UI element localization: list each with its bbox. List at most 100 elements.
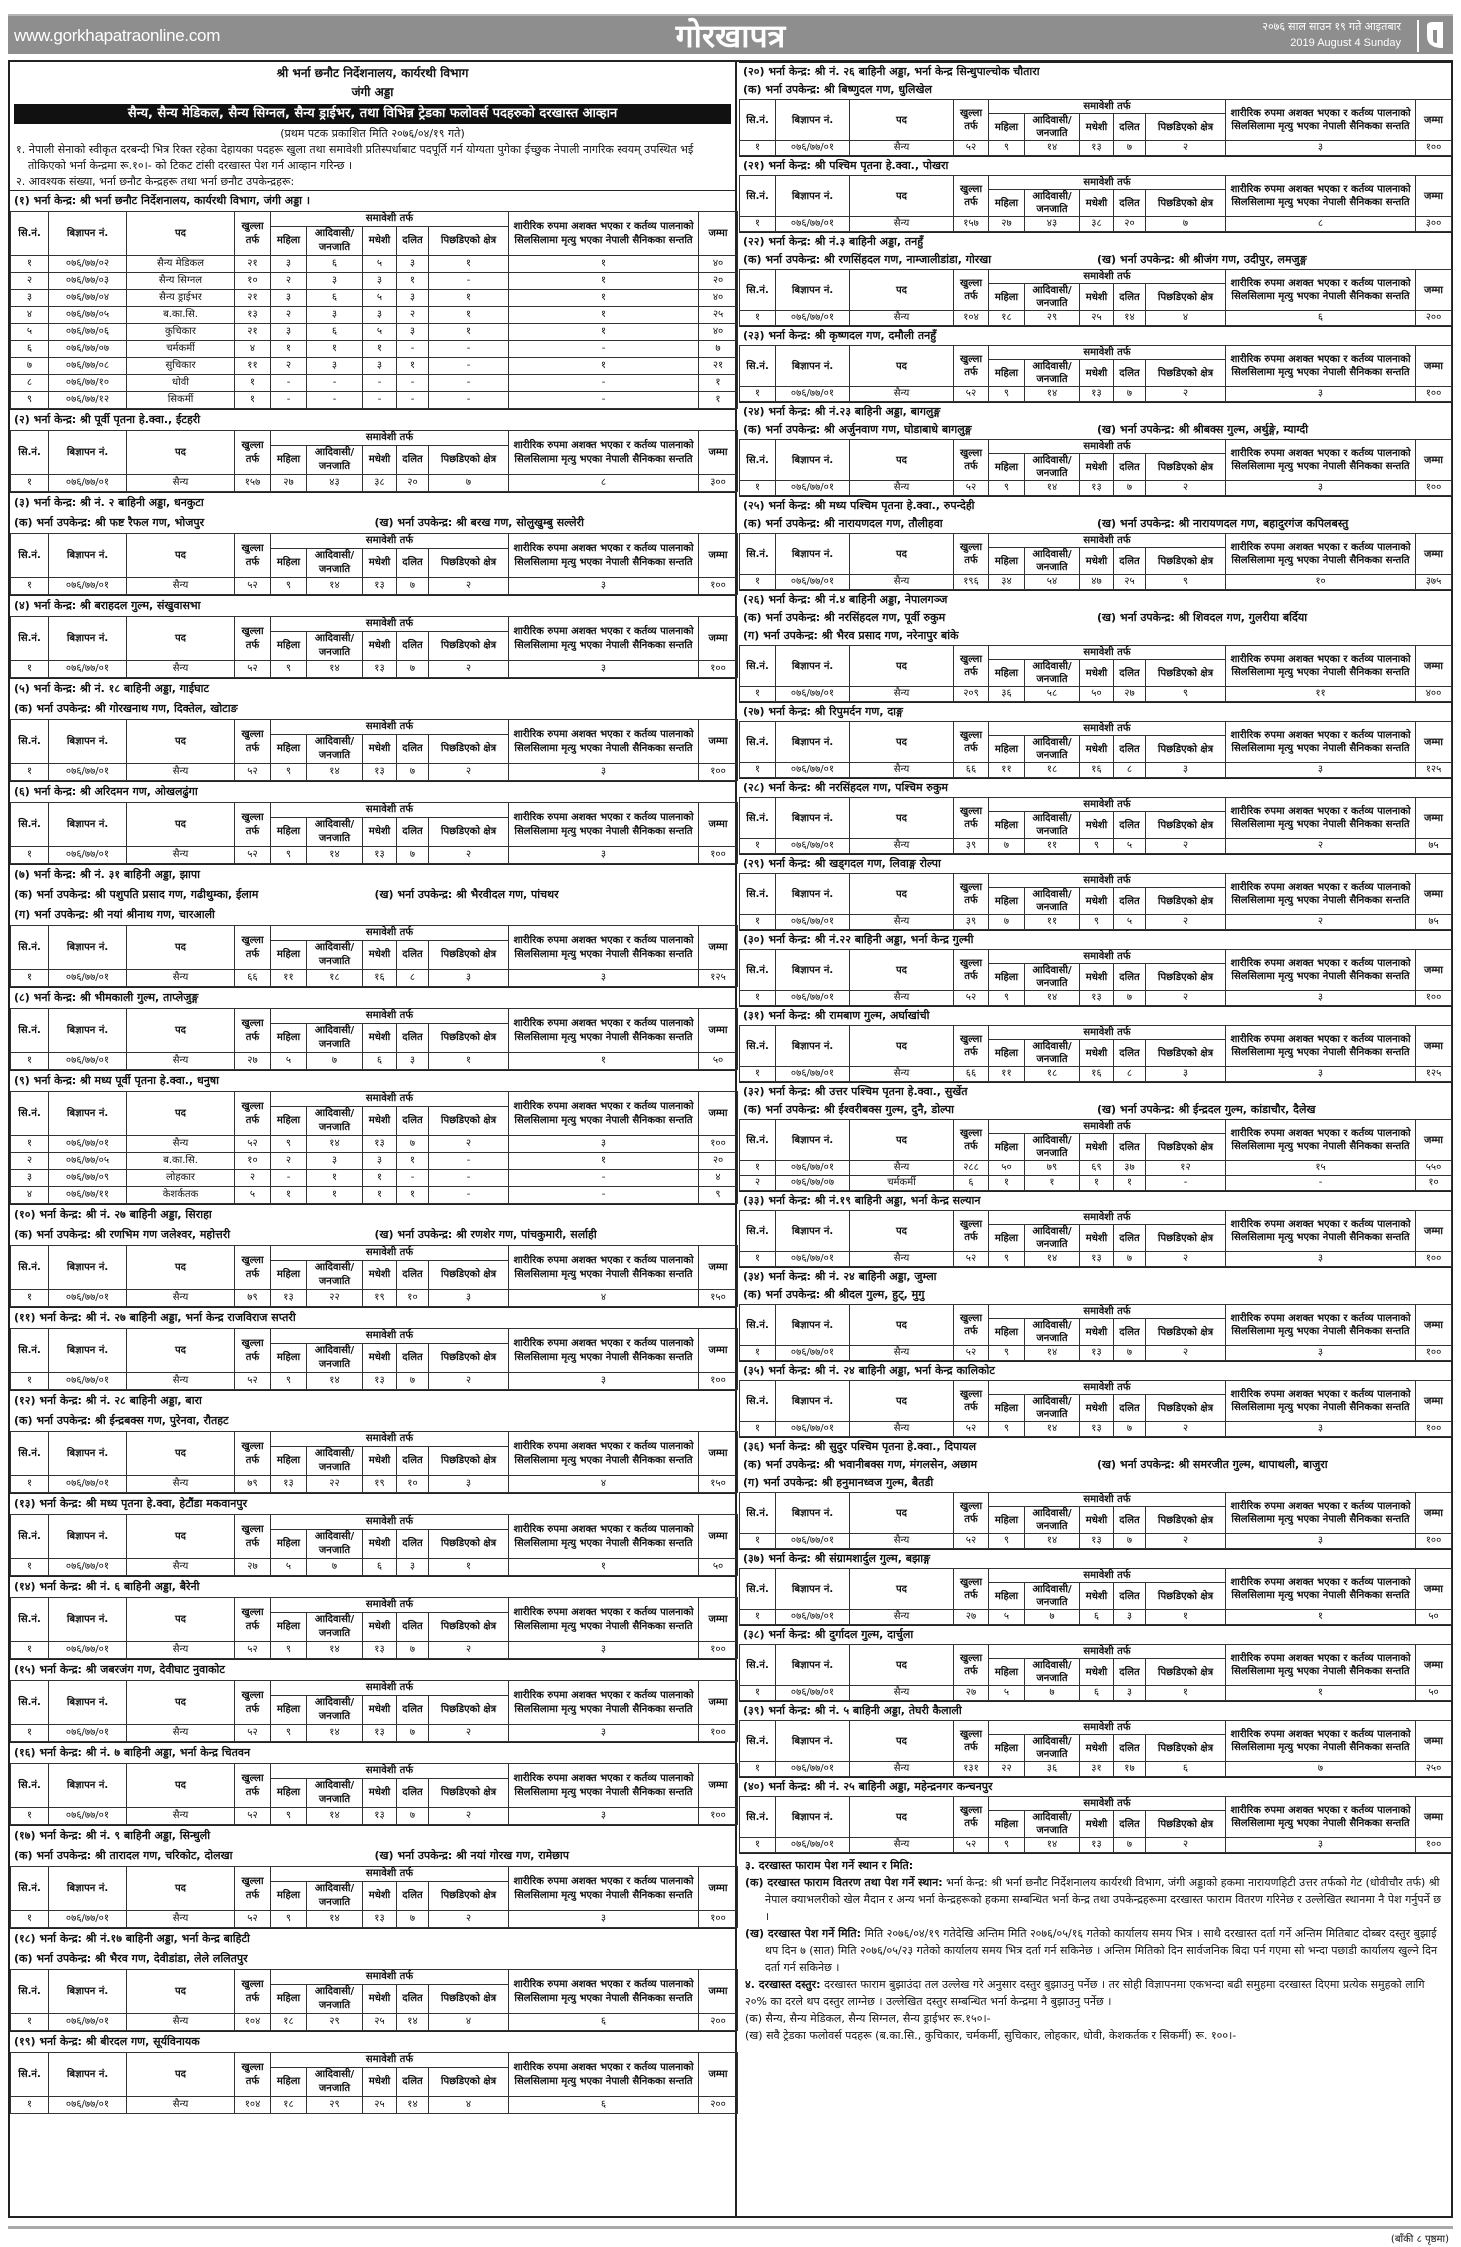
- cell-women: ५: [988, 1609, 1025, 1625]
- cell-sn: १: [739, 1160, 776, 1176]
- cell-open: ५२: [234, 1641, 271, 1659]
- cell-post: सैन्य: [849, 140, 954, 156]
- cell-women: -: [270, 374, 307, 392]
- header-open: खुल्ला तर्फ: [234, 802, 271, 847]
- header-inclusive: समावेशी तर्फ: [269, 533, 510, 549]
- cell-ad-no: ०७६/७७/०१: [775, 1837, 850, 1853]
- website-link[interactable]: www.gorkhapatraonline.com: [14, 26, 221, 45]
- header-ad_no: बिज्ञापन नं.: [48, 533, 127, 578]
- cell-dalit: १: [396, 357, 429, 375]
- header-martyr: शारीरिक रुपमा अशक्त भएका र कर्तव्य पालना…: [1225, 1720, 1417, 1762]
- header-women: महिला: [270, 548, 307, 578]
- section-heading-line: (ग) भर्ना उपकेन्द्र: श्री भैरव प्रसाद गण…: [739, 627, 1451, 645]
- cell-post: ब.का.सि.: [126, 306, 235, 324]
- cell-post: सैन्य: [849, 1837, 954, 1853]
- section-heading-line: (क) भर्ना उपकेन्द्र: श्री तारादल गण, चरि…: [10, 1846, 735, 1866]
- cell-women: ११: [988, 762, 1025, 778]
- recruitment-centre: (५) भर्ना केन्द्र: श्री नं. १८ बाहिनी अड…: [14, 682, 210, 695]
- cell-post: सैन्य: [126, 1910, 235, 1928]
- cell-ad-no: ०७६/७७/०१: [48, 1372, 127, 1390]
- header-madhesi: मधेशी: [362, 1023, 397, 1053]
- header-backward: पिछडिएको क्षेत्र: [1144, 735, 1227, 763]
- cell-ad-no: ०७६/७७/०१: [775, 1421, 850, 1437]
- cell-dalit: -: [396, 1169, 429, 1187]
- cell-women: ५: [988, 1685, 1025, 1701]
- section-heading-line: (११) भर्ना केन्द्र: श्री नं. २७ बाहिनी अ…: [10, 1307, 735, 1328]
- header-ad_no: बिज्ञापन नं.: [775, 345, 850, 387]
- header-women: महिला: [988, 113, 1025, 141]
- recruitment-section: (२५) भर्ना केन्द्र: श्री मध्य पश्चिम पृत…: [739, 496, 1453, 590]
- header-post: पद: [849, 1304, 954, 1346]
- cell-madhesi: ६: [362, 1558, 397, 1576]
- cell-dalit: ७: [1113, 386, 1146, 402]
- recruitment-section: (३५) भर्ना केन्द्र: श्री नं. २४ बाहिनी अ…: [739, 1361, 1453, 1437]
- vacancy-table: सि.नं. बिज्ञापन नं. पद खुल्ला तर्फ समावेशी त…: [10, 430, 739, 492]
- table-row: १ ०७६/७७/०१ सैन्य ५२ ९ १४ १३ ७ २ ३ १००: [10, 660, 739, 678]
- cell-post: सैन्य: [126, 660, 235, 678]
- cell-sn: १: [739, 574, 776, 590]
- header-ad_no: बिज्ञापन नं.: [48, 2052, 127, 2097]
- vacancy-table: सि.नं. बिज्ञापन नं. पद खुल्ला तर्फ समावेशी त…: [739, 1025, 1453, 1082]
- cell-martyr-kin: १: [508, 1558, 700, 1576]
- table-row: १ ०७६/७७/०१ सैन्य २७ ५ ७ ६ ३ १ १ ५०: [10, 1558, 739, 1576]
- recruitment-section: (८) भर्ना केन्द्र: श्री भीमकाली गुल्म, त…: [10, 987, 739, 1070]
- header-adivasi: आदिवासी/ जनजाति: [306, 1984, 363, 2014]
- cell-sn: १: [739, 1421, 776, 1437]
- cell-sn: १: [739, 1837, 776, 1853]
- header-sn: सि.नं.: [739, 1644, 776, 1686]
- header-dalit: दलित: [396, 1778, 429, 1808]
- cell-total: ३००: [698, 474, 739, 492]
- cell-post: सैन्य: [126, 1289, 235, 1307]
- header-backward: पिछडिएको क्षेत्र: [427, 548, 510, 578]
- vacancy-table: सि.नं. बिज्ञापन नं. पद खुल्ला तर्फ समावेशी त…: [10, 925, 739, 987]
- cell-adivasi: १४: [1024, 1533, 1080, 1549]
- vacancy-table: सि.नं. बिज्ञापन नं. पद खुल्ला तर्फ समावेशी त…: [739, 645, 1453, 702]
- cell-post: सैन्य: [849, 1609, 954, 1625]
- header-total: जम्मा: [1415, 175, 1453, 217]
- header-adivasi: आदिवासी/ जनजाति: [1024, 735, 1080, 763]
- recruitment-centre: (क) भर्ना उपकेन्द्र: श्री भवानीबक्स गण, …: [743, 1458, 978, 1471]
- cell-post: सैन्य: [849, 386, 954, 402]
- header-ad_no: बिज्ञापन नं.: [48, 1008, 127, 1053]
- cell-backward: २: [427, 763, 510, 781]
- header-adivasi: आदिवासी/ जनजाति: [1024, 1394, 1080, 1422]
- header-martyr: शारीरिक रुपमा अशक्त भएका र कर्तव्य पालना…: [508, 1431, 700, 1476]
- header-total: जम्मा: [698, 1328, 739, 1373]
- header-adivasi: आदिवासी/ जनजाति: [1024, 1658, 1080, 1686]
- cell-madhesi: ६: [362, 1052, 397, 1070]
- cell-sn: ४: [10, 1186, 49, 1204]
- cell-ad-no: ०७६/७७/०१: [775, 216, 850, 232]
- header-ad_no: बिज्ञापन नं.: [775, 1644, 850, 1686]
- cell-women: ९: [988, 1837, 1025, 1853]
- header-dalit: दलित: [396, 1106, 429, 1136]
- header-post: पद: [849, 1492, 954, 1534]
- cell-post: सैन्य: [849, 686, 954, 702]
- sub-centre: (ख) भर्ना उपकेन्द्र: श्री ईन्द्रदल गुल्म…: [1097, 1103, 1316, 1116]
- cell-open: २७: [234, 1052, 271, 1070]
- cell-backward: १: [427, 306, 510, 324]
- header-ad_no: बिज्ञापन नं.: [775, 1304, 850, 1346]
- header-martyr: शारीरिक रुपमा अशक्त भएका र कर्तव्य पालना…: [508, 1866, 700, 1911]
- header-backward: पिछडिएको क्षेत्र: [1144, 1734, 1227, 1762]
- cell-total: १००: [1415, 1421, 1453, 1437]
- header-adivasi: आदिवासी/ जनजाति: [1024, 811, 1080, 839]
- recruitment-centre: (१७) भर्ना केन्द्र: श्री नं. ९ बाहिनी अड…: [14, 1829, 211, 1842]
- header-ad_no: बिज्ञापन नं.: [48, 1680, 127, 1725]
- recruitment-section: (७) भर्ना केन्द्र: श्री नं. ३१ बाहिनी अड…: [10, 864, 739, 987]
- header-dalit: दलित: [396, 2067, 429, 2097]
- header-sn: सि.नं.: [10, 533, 49, 578]
- header-women: महिला: [988, 359, 1025, 387]
- section-heading-line: (१४) भर्ना केन्द्र: श्री नं. ६ बाहिनी अड…: [10, 1576, 735, 1597]
- cell-open: ६६: [953, 762, 989, 778]
- section-heading-line: (२८) भर्ना केन्द्र: श्री नरसिंहदल गण, पश…: [739, 778, 1451, 797]
- header-sn: सि.नं.: [739, 269, 776, 311]
- cell-martyr-kin: १: [508, 289, 700, 307]
- cell-adivasi: १: [1024, 1175, 1080, 1191]
- cell-backward: २: [1144, 914, 1227, 930]
- recruitment-section: (२१) भर्ना केन्द्र: श्री पश्चिम पृतना हे…: [739, 156, 1453, 232]
- cell-madhesi: १३: [362, 577, 397, 595]
- table-row: १ ०७६/७७/०१ सैन्य ५२ ९ १४ १३ ७ २ ३ १००: [739, 1533, 1453, 1549]
- header-martyr: शारीरिक रुपमा अशक्त भएका र कर्तव्य पालना…: [1225, 533, 1417, 575]
- cell-ad-no: ०७६/७७/०१: [775, 480, 850, 496]
- cell-ad-no: ०७६/७७/०८: [48, 357, 127, 375]
